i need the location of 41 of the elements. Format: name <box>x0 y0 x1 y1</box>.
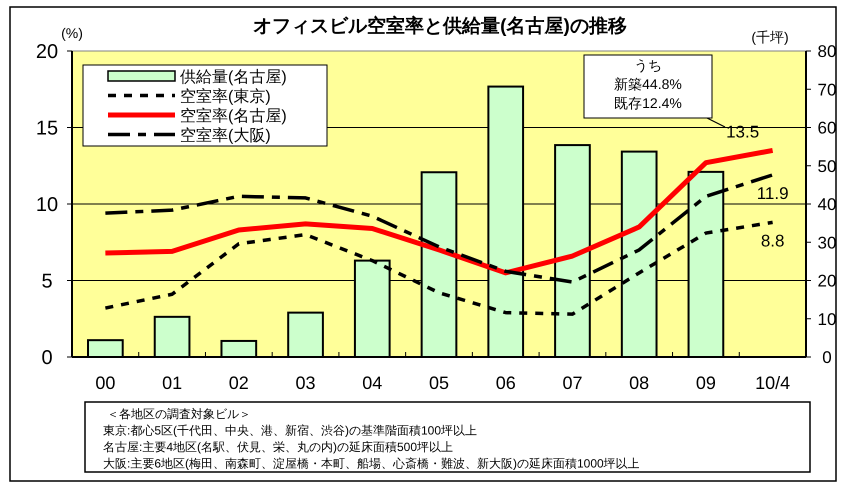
x-tick-label: 06 <box>496 373 516 393</box>
x-tick-label: 09 <box>696 373 716 393</box>
y-tick-label: 10 <box>36 194 58 216</box>
y2-tick-label: 20 <box>818 272 836 290</box>
y2-tick-label: 30 <box>818 233 836 252</box>
text: 東京:都心5区(千代田、中央、港、新宿、渋谷)の基準階面積100坪以上 <box>103 424 478 438</box>
y-axis-title: (%) <box>61 25 83 41</box>
y2-tick-label: 80 <box>818 42 836 61</box>
legend-label: 空室率(大阪) <box>180 126 271 144</box>
y2-tick-label: 70 <box>818 80 836 100</box>
text: 大阪:主要6地区(梅田、南森町、淀屋橋・本町、船場、心斎橋・難波、新大阪)の延床面積1000坪以上 <box>103 456 640 470</box>
x-tick-label: 05 <box>428 373 450 393</box>
data-label: 11.9 <box>756 184 789 203</box>
text: ＜各地区の調査対象ビル＞ <box>107 407 251 421</box>
x-tick-label: 04 <box>362 373 382 393</box>
legend-label: 空室率(名古屋) <box>180 107 287 125</box>
y-tick-label: 5 <box>41 270 53 292</box>
y2-tick-label: 0 <box>822 348 832 367</box>
y-tick-label: 15 <box>36 118 58 140</box>
chart-title: オフィスビル空室率と供給量(名古屋)の推移 <box>253 15 627 37</box>
annotation: うち <box>634 57 662 73</box>
annotation: 既存12.4% <box>614 95 682 111</box>
x-tick-label: 10/4 <box>755 373 790 393</box>
y2-tick-label: 40 <box>818 195 836 214</box>
legend-label: 空室率(東京) <box>180 88 271 106</box>
y2-tick-label: 60 <box>818 118 836 138</box>
y2-axis-title: (千坪) <box>751 29 789 45</box>
y2-tick-label: 10 <box>818 310 836 329</box>
y2-tick-label: 50 <box>818 156 836 176</box>
text: 名古屋:主要4地区(名駅、伏見、栄、丸の内)の延床面積500坪以上 <box>103 440 454 454</box>
x-tick-label: 02 <box>228 373 249 393</box>
y-tick-label: 0 <box>41 347 53 369</box>
x-tick-label: 07 <box>562 373 582 393</box>
x-tick-label: 03 <box>296 373 316 393</box>
annotation: 新築44.8% <box>614 76 682 92</box>
data-label: 8.8 <box>760 231 784 250</box>
y-tick-label: 20 <box>36 41 58 63</box>
x-tick-label: 01 <box>162 373 182 393</box>
legend-label: 供給量(名古屋) <box>180 68 287 86</box>
x-tick-label: 08 <box>629 373 650 393</box>
x-tick-label: 00 <box>95 373 116 393</box>
